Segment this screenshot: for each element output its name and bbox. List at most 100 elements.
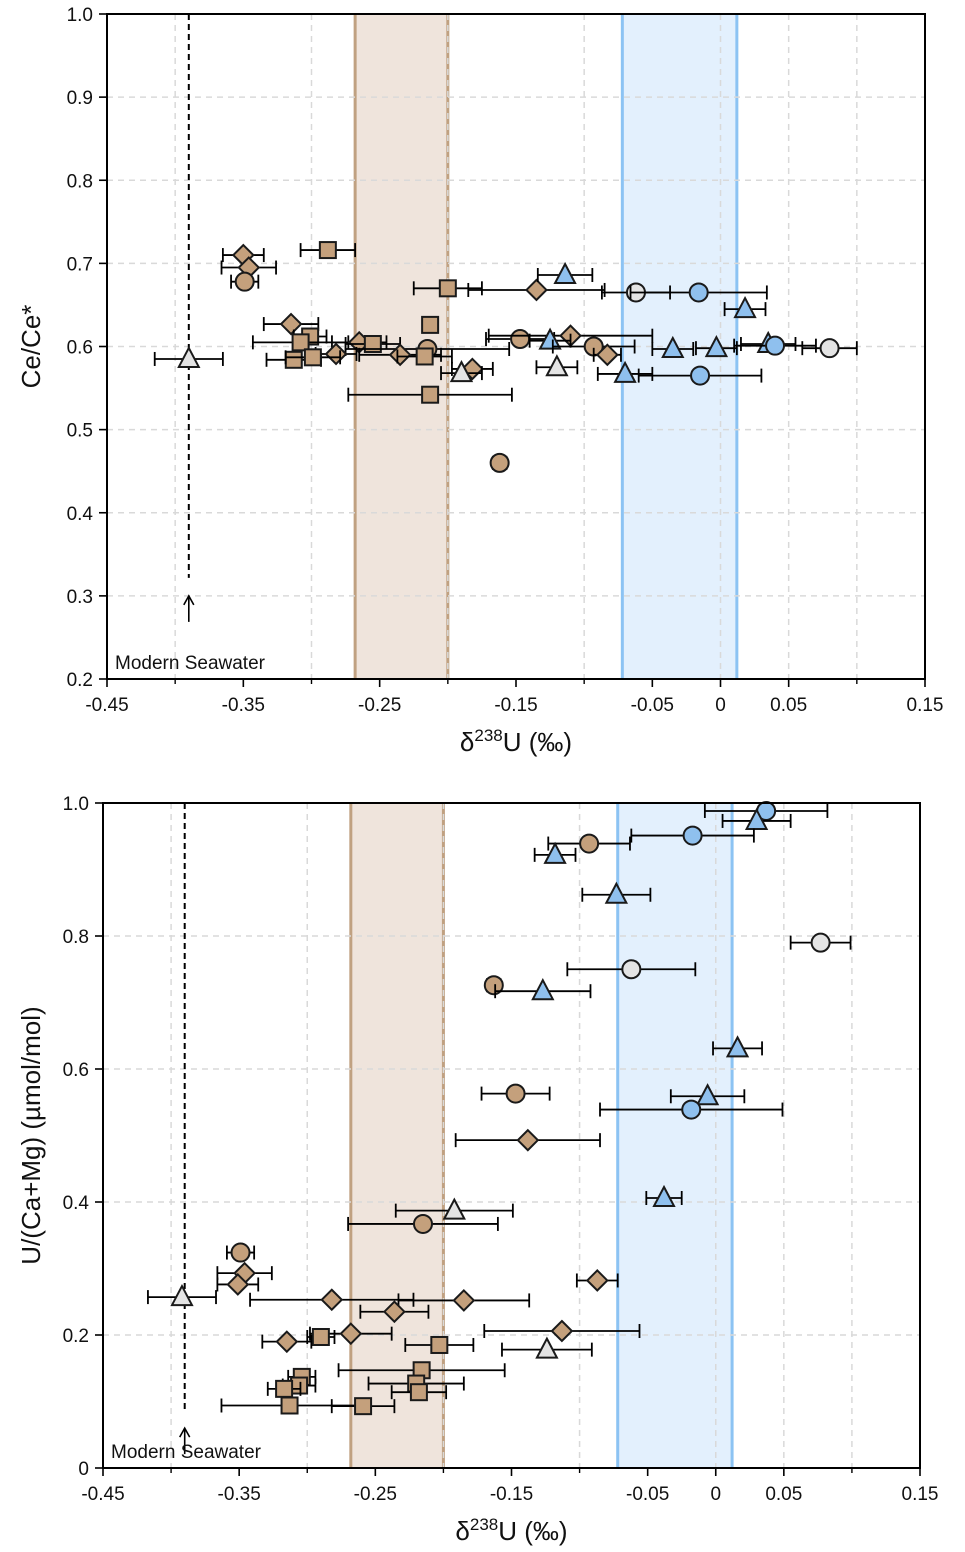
- data-point-square-brown: [284, 350, 303, 369]
- y-tick-label: 0.3: [67, 587, 93, 608]
- data-point-square-brown: [438, 279, 457, 298]
- modern-seawater-arrow-icon: [179, 1426, 191, 1438]
- data-point-square-brown: [275, 1379, 294, 1398]
- data-point-circle-brown: [230, 1242, 251, 1263]
- data-point-circle-brown: [234, 271, 255, 292]
- x-tick-label: -0.15: [494, 695, 537, 716]
- data-point-circle-blue: [682, 825, 703, 846]
- data-point-square-brown: [363, 335, 382, 354]
- y-tick-label: 0.6: [63, 1060, 89, 1081]
- data-point-diamond-brown: [525, 278, 548, 302]
- data-point-square-brown: [318, 241, 337, 260]
- data-point-square-brown: [415, 347, 434, 366]
- data-point-circle-brown: [505, 1083, 526, 1104]
- y-axis-label: U/(Ca+Mg) (µmol/mol): [16, 1006, 46, 1264]
- x-axis-label-delta: δ: [455, 1516, 469, 1546]
- data-point-diamond-brown: [550, 1319, 574, 1343]
- data-point-triangle-blue: [531, 978, 555, 1001]
- data-point-triangle-gray: [442, 1197, 466, 1220]
- x-axis-label-superscript: 238: [474, 726, 502, 745]
- data-point-circle-brown: [483, 975, 504, 996]
- data-point-square-brown: [409, 1383, 428, 1402]
- data-point-circle-gray: [621, 959, 642, 980]
- data-point-circle-gray: [810, 932, 831, 953]
- y-tick-label: 0.4: [63, 1193, 90, 1214]
- data-point-circle-blue: [765, 335, 786, 356]
- x-tick-label: -0.35: [218, 1484, 261, 1505]
- data-point-triangle-blue: [604, 881, 629, 904]
- data-point-diamond-brown: [516, 1128, 540, 1152]
- x-tick-label: -0.45: [85, 695, 128, 716]
- y-tick-label: 1.0: [67, 5, 93, 26]
- data-point-triangle-blue: [661, 335, 685, 358]
- data-point-circle-brown: [489, 452, 510, 473]
- modern-seawater-arrow-icon: [183, 594, 195, 606]
- modern-seawater-label: Modern Seawater: [111, 1442, 262, 1463]
- x-tick-label: 0: [710, 1484, 721, 1505]
- data-point-square-brown: [421, 385, 440, 404]
- data-point-triangle-gray: [449, 359, 474, 383]
- data-point-diamond-brown: [275, 1330, 299, 1354]
- x-tick-label: -0.35: [222, 695, 265, 716]
- data-point-square-brown: [303, 348, 322, 367]
- data-point-diamond-brown: [585, 1269, 609, 1292]
- x-tick-label: -0.15: [490, 1484, 533, 1505]
- panel-bottom-u-ratio: Modern Seawater -0.45 -0.35 -0.25 -0.15 -0.05…: [16, 794, 938, 1546]
- x-axis-label-unit: U (‰): [503, 727, 572, 757]
- x-tick-label: 0.05: [765, 1484, 802, 1505]
- data-point-triangle-blue: [652, 1184, 676, 1208]
- data-point-triangle-blue: [543, 841, 567, 864]
- x-tick-label: 0.15: [902, 1484, 939, 1505]
- x-axis-label-delta: δ: [460, 727, 474, 757]
- y-tick-label: 0.5: [67, 421, 93, 442]
- y-axis-label: Ce/Ce*: [16, 305, 46, 389]
- data-point-diamond-brown: [226, 1273, 250, 1296]
- data-point-diamond-brown: [382, 1300, 406, 1324]
- y-tick-label: 1.0: [63, 794, 89, 815]
- data-point-circle-blue: [688, 282, 709, 303]
- x-tick-label: -0.05: [631, 695, 674, 716]
- x-tick-label: 0.15: [907, 695, 944, 716]
- band-brown-fill: [350, 803, 444, 1468]
- x-tick-label: 0.05: [770, 695, 807, 716]
- data-point-square-brown: [311, 1327, 330, 1346]
- x-axis-label-superscript: 238: [470, 1515, 498, 1534]
- data-point-triangle-blue: [725, 1035, 750, 1058]
- data-point-triangle-blue: [695, 1083, 720, 1106]
- data-point-circle-brown: [579, 833, 600, 854]
- data-point-triangle-blue: [613, 360, 637, 383]
- data-point-circle-gray: [819, 338, 840, 359]
- x-tick-label: -0.25: [354, 1484, 397, 1505]
- data-point-square-brown: [421, 315, 440, 334]
- data-point-diamond-brown: [339, 1322, 363, 1346]
- data-point-diamond-brown: [388, 343, 412, 367]
- data-point-triangle-blue: [553, 261, 577, 285]
- data-point-triangle-blue: [733, 295, 757, 319]
- panel-top-ce-anomaly: Modern Seawater -0.45 -0.35 -0.25 -0.15 -0.05…: [16, 5, 943, 757]
- modern-seawater-label: Modern Seawater: [115, 653, 266, 674]
- data-point-square-brown: [290, 1376, 309, 1395]
- x-axis-label-unit: U (‰): [498, 1516, 567, 1546]
- x-tick-label: -0.25: [358, 695, 401, 716]
- data-point-diamond-brown: [452, 1289, 476, 1312]
- data-point-square-brown: [430, 1335, 449, 1354]
- data-point-square-brown: [354, 1397, 373, 1416]
- data-point-circle-blue: [681, 1099, 702, 1120]
- x-tick-label: -0.05: [626, 1484, 669, 1505]
- data-point-circle-brown: [412, 1213, 433, 1234]
- y-tick-label: 0.2: [67, 670, 93, 691]
- y-tick-label: 0.7: [67, 254, 93, 275]
- x-axis-label: δ238U (‰): [460, 726, 572, 757]
- x-tick-label: -0.45: [81, 1484, 124, 1505]
- x-axis-label: δ238U (‰): [455, 1515, 567, 1546]
- data-point-circle-brown: [510, 329, 531, 350]
- data-point-diamond-brown: [595, 343, 619, 367]
- x-tick-label: 0: [715, 695, 726, 716]
- data-point-circle-blue: [690, 365, 711, 386]
- band-blue-fill: [617, 803, 733, 1468]
- data-point-diamond-brown: [320, 1288, 344, 1312]
- data-point-triangle-gray: [545, 354, 569, 377]
- data-point-triangle-blue: [538, 327, 562, 350]
- y-tick-label: 0.9: [67, 88, 93, 109]
- data-point-triangle-blue: [744, 807, 769, 830]
